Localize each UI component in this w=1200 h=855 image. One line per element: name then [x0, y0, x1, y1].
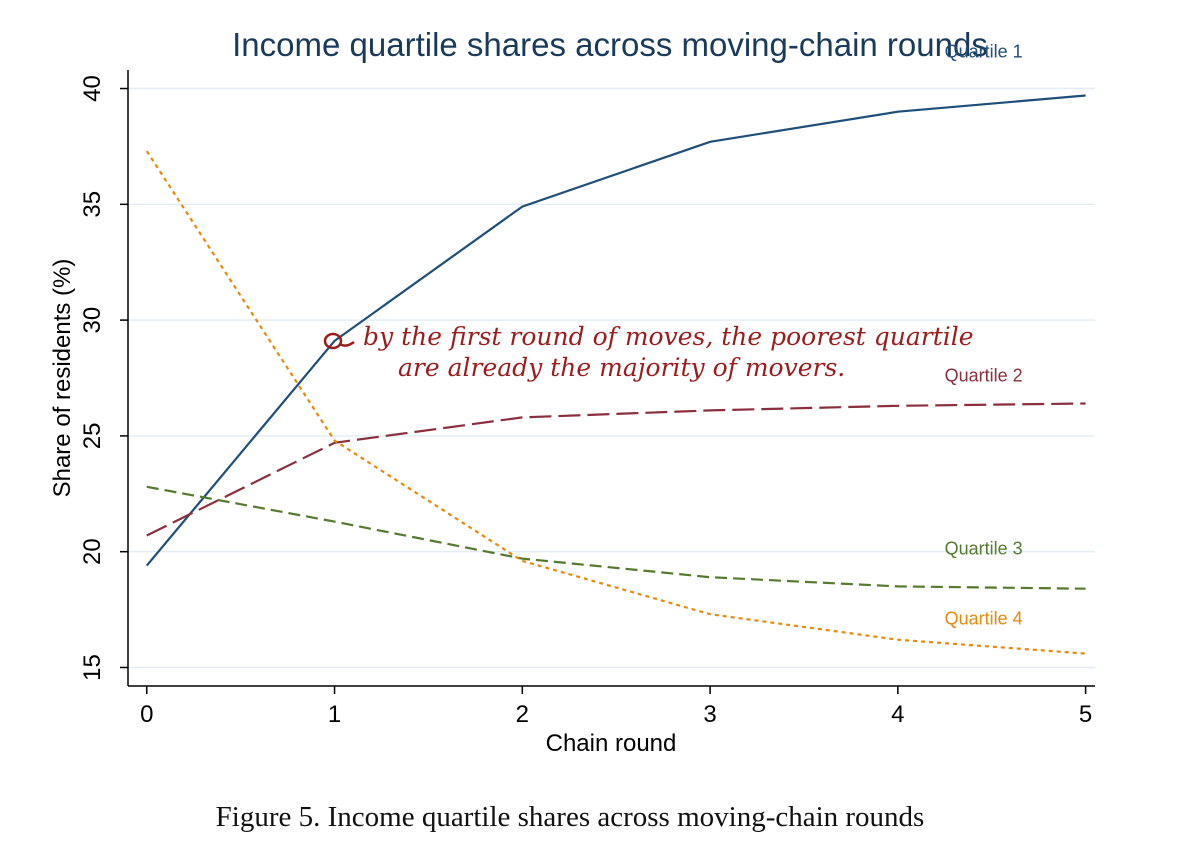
series-line-quartile-1: [145, 94, 1086, 567]
gridlines: [128, 87, 1095, 669]
y-tick-label-30: 30: [79, 307, 106, 334]
x-tick-label-0: 0: [140, 701, 153, 728]
annotation-line-1: by the first round of moves, the poorest…: [363, 322, 974, 351]
y-tick-label-35: 35: [79, 191, 106, 218]
series-lines: [145, 94, 1086, 655]
series-label-quartile-1: Quartile 1: [945, 41, 1023, 61]
y-tick-label-25: 25: [79, 423, 106, 450]
x-axis-title: Chain round: [546, 730, 677, 757]
annotation-arrow-mark: [339, 340, 355, 347]
x-tick-label-3: 3: [703, 701, 716, 728]
y-axis-title: Share of residents (%): [49, 259, 76, 498]
axes: [120, 70, 1095, 694]
annotation-line-2: are already the majority of movers.: [398, 353, 845, 382]
x-tick-label-5: 5: [1079, 701, 1092, 728]
y-tick-label-20: 20: [79, 538, 106, 565]
chart-title: Income quartile shares across moving-cha…: [232, 26, 988, 63]
tick-labels: 15 20 25 30 35 40 0 1 2 3 4 5: [79, 75, 1092, 728]
series-labels: Quartile 1 Quartile 2 Quartile 3 Quartile 4: [945, 41, 1023, 628]
series-line-quartile-4: [145, 150, 1086, 655]
series-label-quartile-2: Quartile 2: [945, 365, 1023, 385]
x-tick-label-4: 4: [891, 701, 904, 728]
annotation-circle-mark: [323, 332, 343, 350]
x-tick-label-2: 2: [516, 701, 529, 728]
series-label-quartile-3: Quartile 3: [945, 539, 1023, 559]
x-tick-label-1: 1: [328, 701, 341, 728]
y-tick-label-15: 15: [79, 654, 106, 681]
series-line-quartile-2: [146, 402, 1086, 537]
handwritten-annotation: by the first round of moves, the poorest…: [323, 322, 974, 382]
series-line-quartile-3: [146, 485, 1086, 590]
figure-caption: Figure 5. Income quartile shares across …: [216, 801, 925, 833]
series-label-quartile-4: Quartile 4: [945, 609, 1023, 629]
y-tick-label-40: 40: [79, 75, 106, 102]
